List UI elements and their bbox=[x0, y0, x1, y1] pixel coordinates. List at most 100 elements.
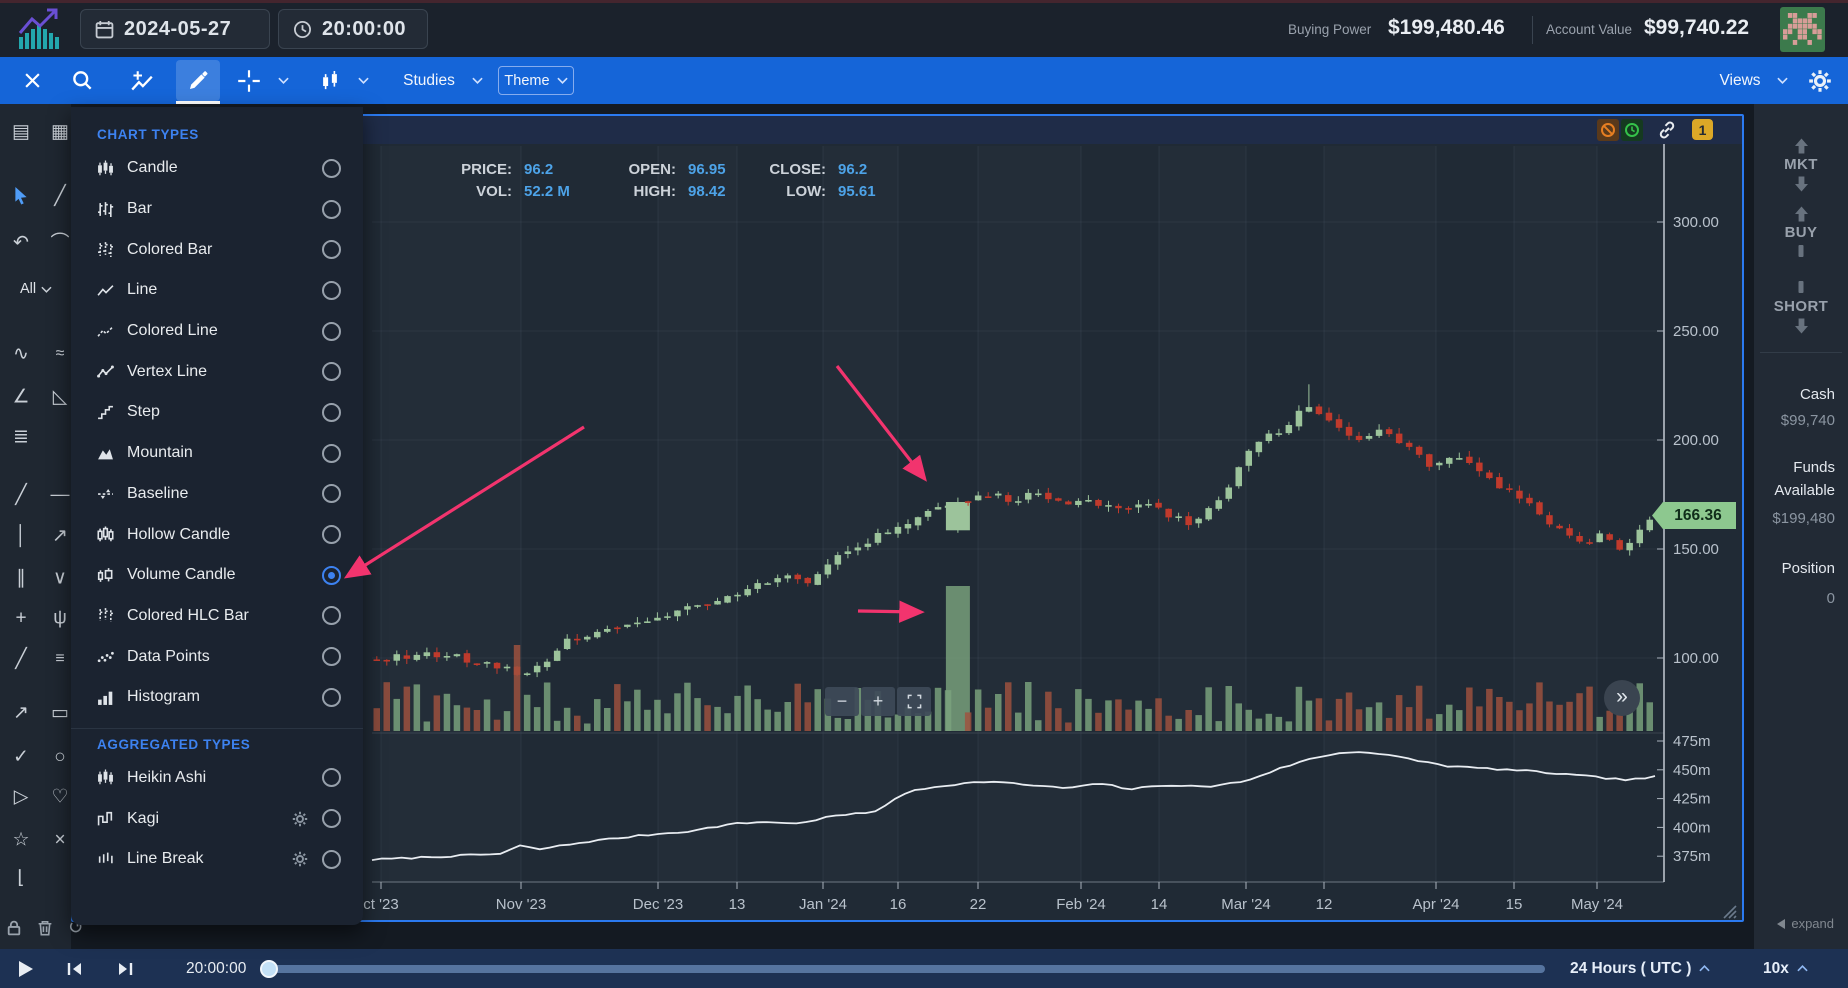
mkt-label[interactable]: MKT bbox=[1784, 156, 1818, 173]
crosshair-icon[interactable] bbox=[230, 57, 268, 104]
crosshair-chevron-icon[interactable] bbox=[272, 57, 294, 104]
menu-item-heikin-ashi[interactable]: Heikin Ashi bbox=[71, 758, 363, 799]
close-icon[interactable] bbox=[14, 57, 50, 104]
fit-screen-button[interactable] bbox=[897, 687, 931, 716]
undo-arc-icon[interactable]: ↶ bbox=[13, 232, 29, 254]
star-icon[interactable]: ☆ bbox=[12, 829, 30, 851]
resize-handle[interactable] bbox=[1714, 896, 1738, 920]
menu-item-bar[interactable]: Bar bbox=[71, 189, 363, 230]
speed-selector[interactable]: 10x bbox=[1763, 949, 1808, 988]
menu-item-radio[interactable] bbox=[322, 565, 341, 585]
menu-item-radio[interactable] bbox=[322, 647, 341, 667]
mkt-up-icon[interactable] bbox=[1754, 138, 1848, 154]
menu-item-colored-line[interactable]: Colored Line bbox=[71, 311, 363, 352]
ruler-icon[interactable]: ╱ bbox=[54, 185, 66, 207]
add-series-icon[interactable] bbox=[122, 57, 162, 104]
menu-item-colored-bar[interactable]: Colored Bar bbox=[71, 229, 363, 270]
menu-item-vertex-line[interactable]: Vertex Line bbox=[71, 351, 363, 392]
triangle-corner-icon[interactable]: ◺ bbox=[52, 386, 68, 408]
menu-item-line[interactable]: Line bbox=[71, 270, 363, 311]
menu-item-radio[interactable] bbox=[322, 606, 341, 626]
chart-type-icon[interactable] bbox=[312, 57, 348, 104]
menu-item-candle[interactable]: Candle bbox=[71, 148, 363, 189]
settings-gear-icon[interactable] bbox=[1800, 57, 1840, 104]
arc-icon[interactable]: ⌒ bbox=[50, 232, 70, 254]
views-menu[interactable]: Views bbox=[1719, 71, 1761, 89]
menu-item-line-break[interactable]: Line Break bbox=[71, 839, 363, 880]
short-label[interactable]: SHORT bbox=[1773, 298, 1829, 315]
parallel-lines-icon[interactable]: ∥ bbox=[16, 567, 26, 589]
bracket-icon[interactable]: ⌊ bbox=[17, 867, 25, 889]
angle-icon[interactable]: ∠ bbox=[12, 386, 30, 408]
expand-button[interactable]: expand bbox=[1776, 916, 1834, 931]
menu-item-radio[interactable] bbox=[322, 768, 341, 788]
menu-item-histogram[interactable]: Histogram bbox=[71, 677, 363, 718]
chevron-down-icon[interactable]: ∨ bbox=[53, 567, 67, 589]
buy-limit-icon[interactable] bbox=[1754, 244, 1848, 258]
linked-count-badge[interactable]: 1 bbox=[1692, 119, 1713, 140]
timeline-slider-track[interactable] bbox=[260, 965, 1545, 973]
gear-icon[interactable] bbox=[292, 851, 308, 867]
search-icon[interactable] bbox=[64, 57, 100, 104]
mute-ban-icon[interactable] bbox=[1597, 119, 1619, 141]
menu-item-radio[interactable] bbox=[322, 158, 341, 178]
menu-item-radio[interactable] bbox=[322, 199, 341, 219]
menu-item-volume-candle[interactable]: Volume Candle bbox=[71, 555, 363, 596]
menu-item-radio[interactable] bbox=[322, 321, 341, 341]
trash-icon[interactable] bbox=[37, 920, 54, 937]
check-icon[interactable]: ✓ bbox=[13, 746, 29, 768]
lock-icon[interactable] bbox=[6, 920, 23, 937]
waves-icon[interactable]: ≈ bbox=[55, 345, 65, 362]
menu-item-mountain[interactable]: Mountain bbox=[71, 433, 363, 474]
studies-chevron-icon[interactable] bbox=[466, 57, 488, 104]
timeline-slider-knob[interactable] bbox=[260, 960, 278, 978]
vertical-line-icon[interactable]: │ bbox=[15, 525, 27, 547]
scroll-to-latest-button[interactable]: » bbox=[1604, 680, 1640, 716]
ellipse-icon[interactable]: ○ bbox=[54, 746, 66, 768]
menu-item-hollow-candle[interactable]: Hollow Candle bbox=[71, 514, 363, 555]
zoom-in-button[interactable]: + bbox=[861, 687, 895, 716]
buy-up-icon[interactable] bbox=[1754, 206, 1848, 222]
mkt-down-icon[interactable] bbox=[1754, 176, 1848, 192]
zigzag-icon[interactable]: ∿ bbox=[13, 343, 29, 365]
diagonal-line-icon[interactable]: ╱ bbox=[15, 648, 27, 670]
rectangle-icon[interactable]: ▭ bbox=[51, 702, 69, 724]
heart-icon[interactable]: ♡ bbox=[51, 786, 69, 808]
menu-item-data-points[interactable]: Data Points bbox=[71, 636, 363, 677]
time-picker[interactable]: 20:00:00 bbox=[278, 9, 428, 49]
menu-item-radio[interactable] bbox=[322, 849, 341, 869]
step-forward-button[interactable] bbox=[116, 949, 134, 988]
play-button[interactable] bbox=[18, 949, 34, 988]
session-clock-icon[interactable] bbox=[1621, 119, 1643, 141]
step-back-button[interactable] bbox=[66, 949, 84, 988]
list-icon[interactable]: ≡ bbox=[55, 650, 65, 667]
menu-item-radio[interactable] bbox=[322, 362, 341, 382]
menu-item-radio[interactable] bbox=[322, 809, 341, 829]
trend-line-icon[interactable]: ╱ bbox=[15, 484, 27, 506]
ray-icon[interactable]: ↗ bbox=[52, 525, 68, 547]
studies-menu[interactable]: Studies bbox=[403, 71, 455, 89]
horizontal-line-icon[interactable]: — bbox=[50, 484, 70, 506]
theme-button[interactable]: Theme bbox=[498, 66, 574, 95]
short-limit-icon[interactable] bbox=[1754, 280, 1848, 294]
menu-item-step[interactable]: Step bbox=[71, 392, 363, 433]
cross-plus-icon[interactable]: + bbox=[15, 607, 27, 629]
menu-item-radio[interactable] bbox=[322, 402, 341, 422]
menu-item-radio[interactable] bbox=[322, 443, 341, 463]
levels-icon[interactable]: ≣ bbox=[13, 426, 29, 448]
date-picker[interactable]: 2024-05-27 bbox=[80, 9, 270, 49]
menu-item-radio[interactable] bbox=[322, 687, 341, 707]
menu-item-radio[interactable] bbox=[322, 484, 341, 504]
session-range-selector[interactable]: 24 Hours ( UTC ) bbox=[1570, 949, 1711, 988]
zoom-out-button[interactable]: − bbox=[825, 687, 859, 716]
cursor-icon[interactable] bbox=[13, 187, 29, 205]
drawings-filter-all[interactable]: All bbox=[20, 281, 52, 297]
pencil-icon[interactable] bbox=[178, 57, 218, 104]
triangle-right-icon[interactable]: ▷ bbox=[13, 786, 29, 808]
short-down-icon[interactable] bbox=[1754, 318, 1848, 334]
gear-icon[interactable] bbox=[292, 811, 308, 827]
grid-layout-icon[interactable]: ▦ bbox=[51, 121, 69, 143]
chart-type-chevron-icon[interactable] bbox=[352, 57, 374, 104]
panel-layout-icon[interactable]: ▤ bbox=[12, 121, 30, 143]
menu-item-radio[interactable] bbox=[322, 280, 341, 300]
